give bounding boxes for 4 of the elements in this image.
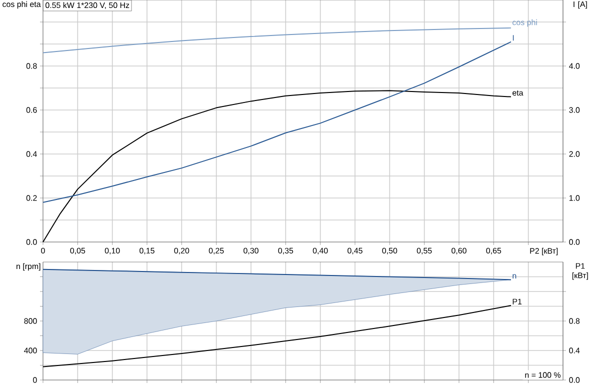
- line-series: [42, 305, 512, 368]
- line-series: [42, 27, 512, 54]
- line-series: [42, 41, 512, 203]
- line-series: [42, 268, 512, 280]
